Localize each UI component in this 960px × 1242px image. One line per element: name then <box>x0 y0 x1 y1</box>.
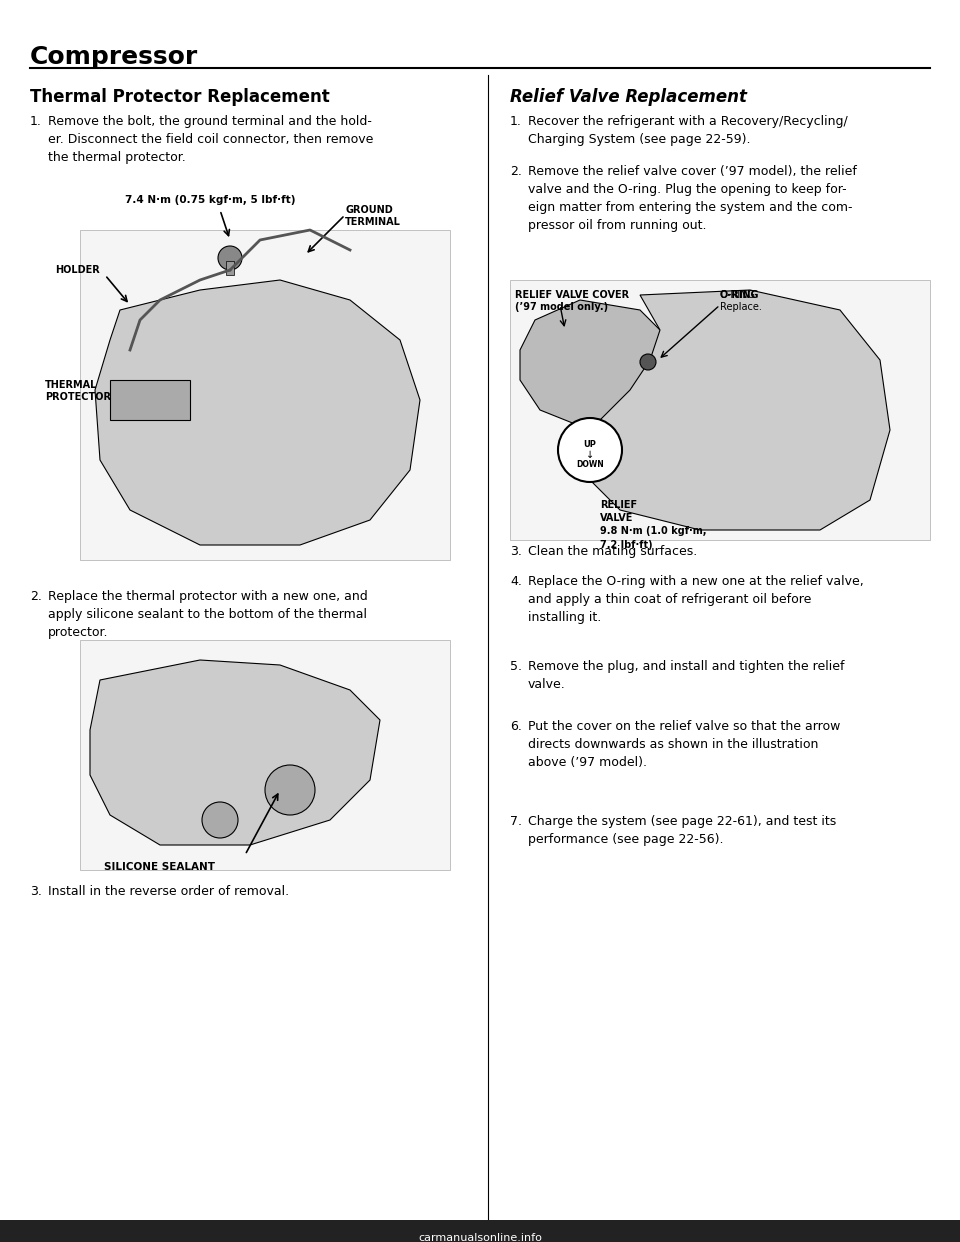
Bar <box>0 1220 960 1242</box>
Polygon shape <box>590 289 890 530</box>
Text: RELIEF
VALVE
9.8 N·m (1.0 kgf·m,
7.2 lbf·ft): RELIEF VALVE 9.8 N·m (1.0 kgf·m, 7.2 lbf… <box>600 501 707 550</box>
Circle shape <box>202 802 238 838</box>
Text: 1.: 1. <box>510 116 522 128</box>
Text: 4.: 4. <box>510 575 522 587</box>
Bar <box>226 261 234 274</box>
Text: HOLDER: HOLDER <box>55 265 100 274</box>
Text: Compressor: Compressor <box>30 45 199 70</box>
Text: DOWN: DOWN <box>576 460 604 469</box>
Text: Remove the relief valve cover (’97 model), the relief
valve and the O-ring. Plug: Remove the relief valve cover (’97 model… <box>528 165 857 232</box>
Bar <box>110 380 190 420</box>
Text: Relief Valve Replacement: Relief Valve Replacement <box>510 88 747 106</box>
Circle shape <box>265 765 315 815</box>
Text: UP: UP <box>584 440 596 450</box>
Text: www.carmanualsonline.info: www.carmanualsonline.info <box>403 1230 557 1240</box>
Text: Clean the mating surfaces.: Clean the mating surfaces. <box>528 545 697 558</box>
Bar <box>510 279 930 540</box>
Text: Recover the refrigerant with a Recovery/Recycling/
Charging System (see page 22-: Recover the refrigerant with a Recovery/… <box>528 116 848 147</box>
Text: O-RING: O-RING <box>720 289 759 301</box>
Polygon shape <box>90 660 380 845</box>
Text: RELIEF VALVE COVER
(’97 model only.): RELIEF VALVE COVER (’97 model only.) <box>515 289 629 312</box>
Text: 2.: 2. <box>510 165 522 178</box>
Polygon shape <box>520 301 670 430</box>
Text: 7.: 7. <box>510 815 522 828</box>
Text: GROUND
TERMINAL: GROUND TERMINAL <box>345 205 401 226</box>
Bar <box>80 230 450 560</box>
Circle shape <box>640 354 656 370</box>
Text: 7.4 N·m (0.75 kgf·m, 5 lbf·ft): 7.4 N·m (0.75 kgf·m, 5 lbf·ft) <box>125 195 296 205</box>
Text: Charge the system (see page 22-61), and test its
performance (see page 22-56).: Charge the system (see page 22-61), and … <box>528 815 836 846</box>
Polygon shape <box>95 279 420 545</box>
Text: carmanualsonline.info: carmanualsonline.info <box>418 1233 542 1242</box>
Text: 3.: 3. <box>30 886 42 898</box>
Text: 2.: 2. <box>30 590 42 604</box>
Text: Remove the plug, and install and tighten the relief
valve.: Remove the plug, and install and tighten… <box>528 660 845 691</box>
Text: Install in the reverse order of removal.: Install in the reverse order of removal. <box>48 886 289 898</box>
Text: Replace the thermal protector with a new one, and
apply silicone sealant to the : Replace the thermal protector with a new… <box>48 590 368 638</box>
Text: 22-68: 22-68 <box>30 1220 80 1235</box>
Text: 5.: 5. <box>510 660 522 673</box>
Text: Remove the bolt, the ground terminal and the hold-
er. Disconnect the field coil: Remove the bolt, the ground terminal and… <box>48 116 373 164</box>
Circle shape <box>558 419 622 482</box>
Bar <box>80 640 450 869</box>
Text: THERMAL
PROTECTOR: THERMAL PROTECTOR <box>45 380 111 401</box>
Circle shape <box>218 246 242 270</box>
Text: O-RING
Replace.: O-RING Replace. <box>720 289 762 312</box>
Text: 3.: 3. <box>510 545 522 558</box>
Text: 6.: 6. <box>510 720 522 733</box>
Text: Replace the O-ring with a new one at the relief valve,
and apply a thin coat of : Replace the O-ring with a new one at the… <box>528 575 864 623</box>
Text: Thermal Protector Replacement: Thermal Protector Replacement <box>30 88 329 106</box>
Text: 1.: 1. <box>30 116 42 128</box>
Text: SILICONE SEALANT: SILICONE SEALANT <box>105 862 215 872</box>
Text: Put the cover on the relief valve so that the arrow
directs downwards as shown i: Put the cover on the relief valve so tha… <box>528 720 840 769</box>
Text: ↓: ↓ <box>586 450 594 460</box>
